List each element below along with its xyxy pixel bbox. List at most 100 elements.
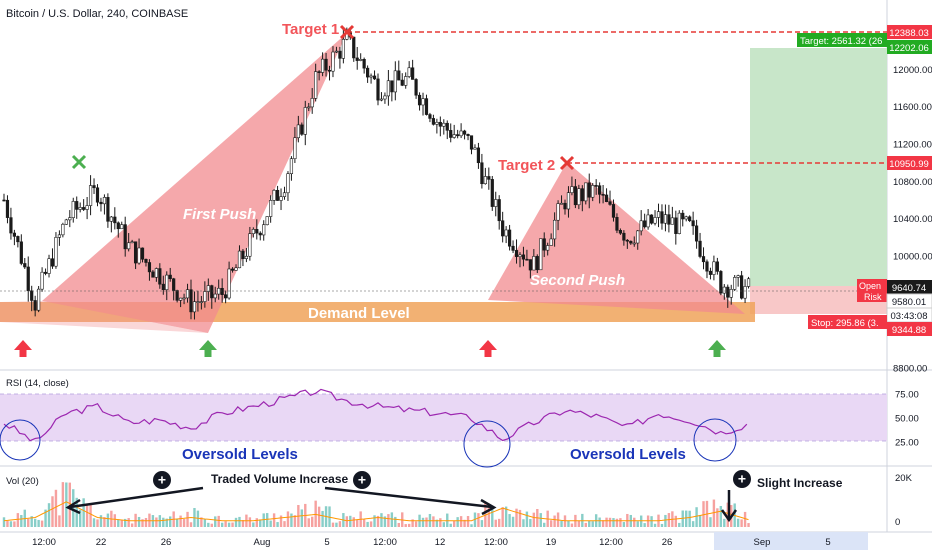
candle-body — [311, 98, 314, 107]
svg-text:+: + — [158, 472, 166, 488]
candle-body — [363, 59, 366, 68]
candle-body — [62, 224, 65, 235]
svg-text:+: + — [738, 471, 746, 487]
time-tick-label: Aug — [254, 537, 271, 548]
volume-tick-label: 20K — [895, 473, 913, 484]
candle-body — [68, 218, 71, 220]
candle-body — [297, 125, 300, 138]
candle-body — [162, 284, 165, 290]
candle-body — [238, 251, 241, 268]
arrow-up-icon — [479, 340, 497, 357]
target-2-label: Target 2 — [498, 157, 555, 174]
rsi-axis: 75.0050.0025.00 — [895, 390, 919, 449]
candle-body — [321, 59, 324, 72]
volume-bar — [432, 516, 434, 527]
demand-level-label: Demand Level — [308, 305, 410, 322]
volume-bar — [477, 513, 479, 527]
candle-body — [204, 292, 207, 302]
volume-bar — [460, 516, 462, 527]
candle-body — [640, 221, 643, 231]
price-tick-label: 10000.00 — [893, 252, 932, 263]
volume-bar — [276, 522, 278, 527]
volume-bar — [623, 522, 625, 527]
candle-body — [249, 234, 252, 257]
volume-bar — [204, 519, 206, 527]
candle-body — [723, 287, 726, 293]
candle-body — [259, 233, 262, 235]
volume-bar — [155, 517, 157, 527]
candle-body — [359, 59, 362, 60]
arrow-up-icon — [14, 340, 32, 357]
candle-body — [79, 207, 82, 209]
volume-bar — [637, 521, 639, 527]
candle-body — [107, 197, 110, 221]
volume-bar — [664, 515, 666, 527]
risk-label: Risk — [864, 292, 882, 302]
countdown-tag: 03:43:08 — [891, 311, 928, 322]
volume-bar — [114, 514, 116, 527]
candle-body — [515, 250, 518, 256]
volume-bar — [145, 518, 147, 527]
candle-body — [678, 213, 681, 234]
candle-body — [387, 81, 390, 96]
candle-body — [280, 197, 283, 201]
target-zone[interactable] — [750, 48, 887, 286]
volume-bar — [41, 521, 43, 527]
candle-body — [65, 220, 68, 224]
volume-bar — [439, 518, 441, 527]
candle-body — [453, 135, 456, 138]
volume-bar — [100, 515, 102, 527]
candle-body — [716, 262, 719, 272]
candle-body — [290, 159, 293, 174]
volume-bar — [51, 496, 53, 527]
rsi-label: RSI (14, close) — [6, 378, 69, 389]
target-box-label: Target: 2561.32 (26 — [800, 36, 882, 47]
candle-body — [477, 148, 480, 163]
candle-body — [394, 71, 397, 92]
candle-body — [713, 262, 716, 275]
volume-bar — [228, 523, 230, 527]
candle-body — [294, 138, 297, 159]
time-tick-label: 12 — [435, 537, 446, 548]
candle-body — [491, 179, 494, 206]
candle-body — [235, 268, 238, 271]
candle-body — [148, 263, 151, 272]
volume-bar — [20, 515, 22, 527]
rsi-tick-label: 25.00 — [895, 438, 919, 449]
candle-body — [522, 255, 525, 259]
candle-body — [706, 262, 709, 271]
volume-bar — [709, 517, 711, 527]
candle-body — [574, 187, 577, 205]
volume-tick-label: 0 — [895, 517, 900, 528]
open-label: Open — [859, 281, 881, 291]
slight-increase-label: Slight Increase — [757, 476, 843, 490]
candle-body — [567, 193, 570, 209]
volume-bar — [588, 521, 590, 527]
candle-body — [93, 186, 96, 188]
first-push-label: First Push — [183, 206, 256, 223]
candle-body — [695, 226, 698, 241]
first-push-triangle[interactable] — [42, 33, 347, 333]
green-x-icon — [73, 156, 85, 168]
volume-bar — [373, 515, 375, 527]
volume-bar — [498, 519, 500, 527]
volume-bar — [89, 505, 91, 527]
candle-body — [737, 276, 740, 278]
volume-bar — [522, 519, 524, 527]
volume-bar — [48, 503, 50, 527]
candle-body — [44, 272, 47, 273]
time-tick-label: Sep — [754, 537, 771, 548]
time-tick-label: 12:00 — [484, 537, 508, 548]
candle-body — [526, 259, 529, 260]
volume-bar — [290, 514, 292, 527]
volume-bar — [456, 517, 458, 527]
target-green-tag: 12202.06 — [889, 43, 929, 54]
volume-bar — [235, 518, 237, 527]
candle-body — [366, 68, 369, 77]
volume-bar — [10, 521, 12, 527]
candle-body — [41, 272, 44, 289]
candle-body — [460, 131, 463, 136]
candle-body — [356, 58, 359, 61]
volume-bar — [647, 515, 649, 527]
candle-body — [588, 183, 591, 197]
